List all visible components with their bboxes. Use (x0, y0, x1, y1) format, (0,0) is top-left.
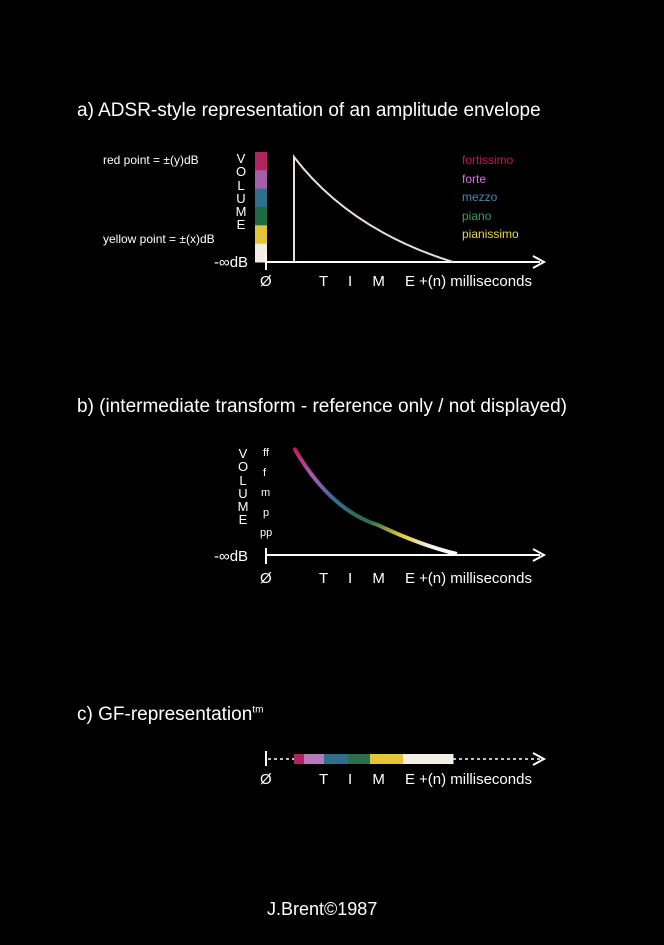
time-label-c: T I M E (319, 771, 424, 788)
dynamic-ff: ff (263, 447, 269, 459)
volume-bar-segment (255, 152, 267, 171)
time-axis-arrow-a (532, 255, 547, 269)
end-label-b: +(n) milliseconds (419, 570, 532, 587)
gf-bar-segment (348, 754, 371, 764)
volume-axis-label-a: V O L U M E (235, 152, 247, 232)
adsr-envelope-curve (293, 154, 454, 263)
origin-label-c: Ø (260, 771, 272, 788)
volume-bar-segment (255, 170, 267, 190)
legend-fortissimo: fortissimo (462, 153, 514, 167)
transform-envelope-curve (292, 446, 458, 556)
origin-label-b: Ø (260, 570, 272, 587)
end-label-a: +(n) milliseconds (419, 273, 532, 290)
legend-piano: piano (462, 208, 492, 223)
volume-color-bar (255, 152, 267, 263)
time-axis-arrow-b (532, 548, 547, 562)
neg-inf-label-b: -∞dB (214, 548, 249, 565)
volume-bar-segment (255, 243, 267, 263)
gf-bar-segment (370, 754, 404, 764)
volume-letter: V (236, 151, 246, 166)
volume-letter: V (238, 446, 248, 461)
dynamic-f: f (263, 467, 267, 479)
volume-letter: U (236, 190, 246, 206)
legend-forte: forte (462, 171, 487, 186)
yellow-point-label: yellow point = ±(x)dB (103, 232, 215, 246)
gf-bar-segment (324, 754, 349, 764)
dynamics-legend: fortissimo forte mezzo piano pianissimo (462, 151, 519, 244)
volume-letter: O (235, 164, 247, 180)
section-b-title: b) (intermediate transform - reference o… (77, 396, 567, 417)
volume-letter: O (237, 459, 249, 475)
volume-bar-segment (255, 188, 267, 208)
section-c-title: c) GF-representationtm (77, 704, 263, 726)
volume-letter: E (236, 217, 246, 233)
legend-pianissimo: pianissimo (462, 227, 519, 241)
volume-bar-segment (255, 207, 267, 226)
red-point-label: red point = ±(y)dB (103, 153, 199, 167)
time-axis-arrow-c (532, 752, 547, 766)
time-label-a: T I M E (319, 273, 424, 290)
volume-bar-segment (255, 225, 267, 245)
trademark-mark: tm (252, 704, 264, 716)
dynamic-pp: pp (260, 527, 273, 539)
gf-bar-segment (403, 754, 454, 764)
time-label-b: T I M E (319, 570, 424, 587)
gf-color-bar (294, 754, 454, 764)
section-c-title-text: c) GF-representation (77, 704, 253, 725)
volume-letter: M (237, 499, 249, 515)
volume-letter: E (238, 512, 248, 528)
gf-bar-segment (304, 754, 325, 764)
volume-letter: U (238, 485, 248, 501)
volume-letter: L (237, 177, 245, 193)
origin-label-a: Ø (260, 273, 272, 290)
volume-letter: M (235, 204, 247, 220)
end-label-c: +(n) milliseconds (419, 771, 532, 788)
legend-mezzo: mezzo (462, 190, 498, 204)
dynamic-m: m (261, 487, 271, 499)
volume-axis-label-b: V O L U M E (237, 447, 249, 527)
dynamics-marks: ff f m p pp (260, 443, 272, 543)
credit: J.Brent©1987 (267, 899, 378, 919)
dynamic-p: p (263, 507, 270, 519)
volume-letter: L (239, 472, 247, 488)
neg-inf-label-a: -∞dB (214, 254, 249, 271)
gf-bar-segment (294, 754, 305, 764)
section-a-title: a) ADSR-style representation of an ampli… (77, 100, 541, 121)
